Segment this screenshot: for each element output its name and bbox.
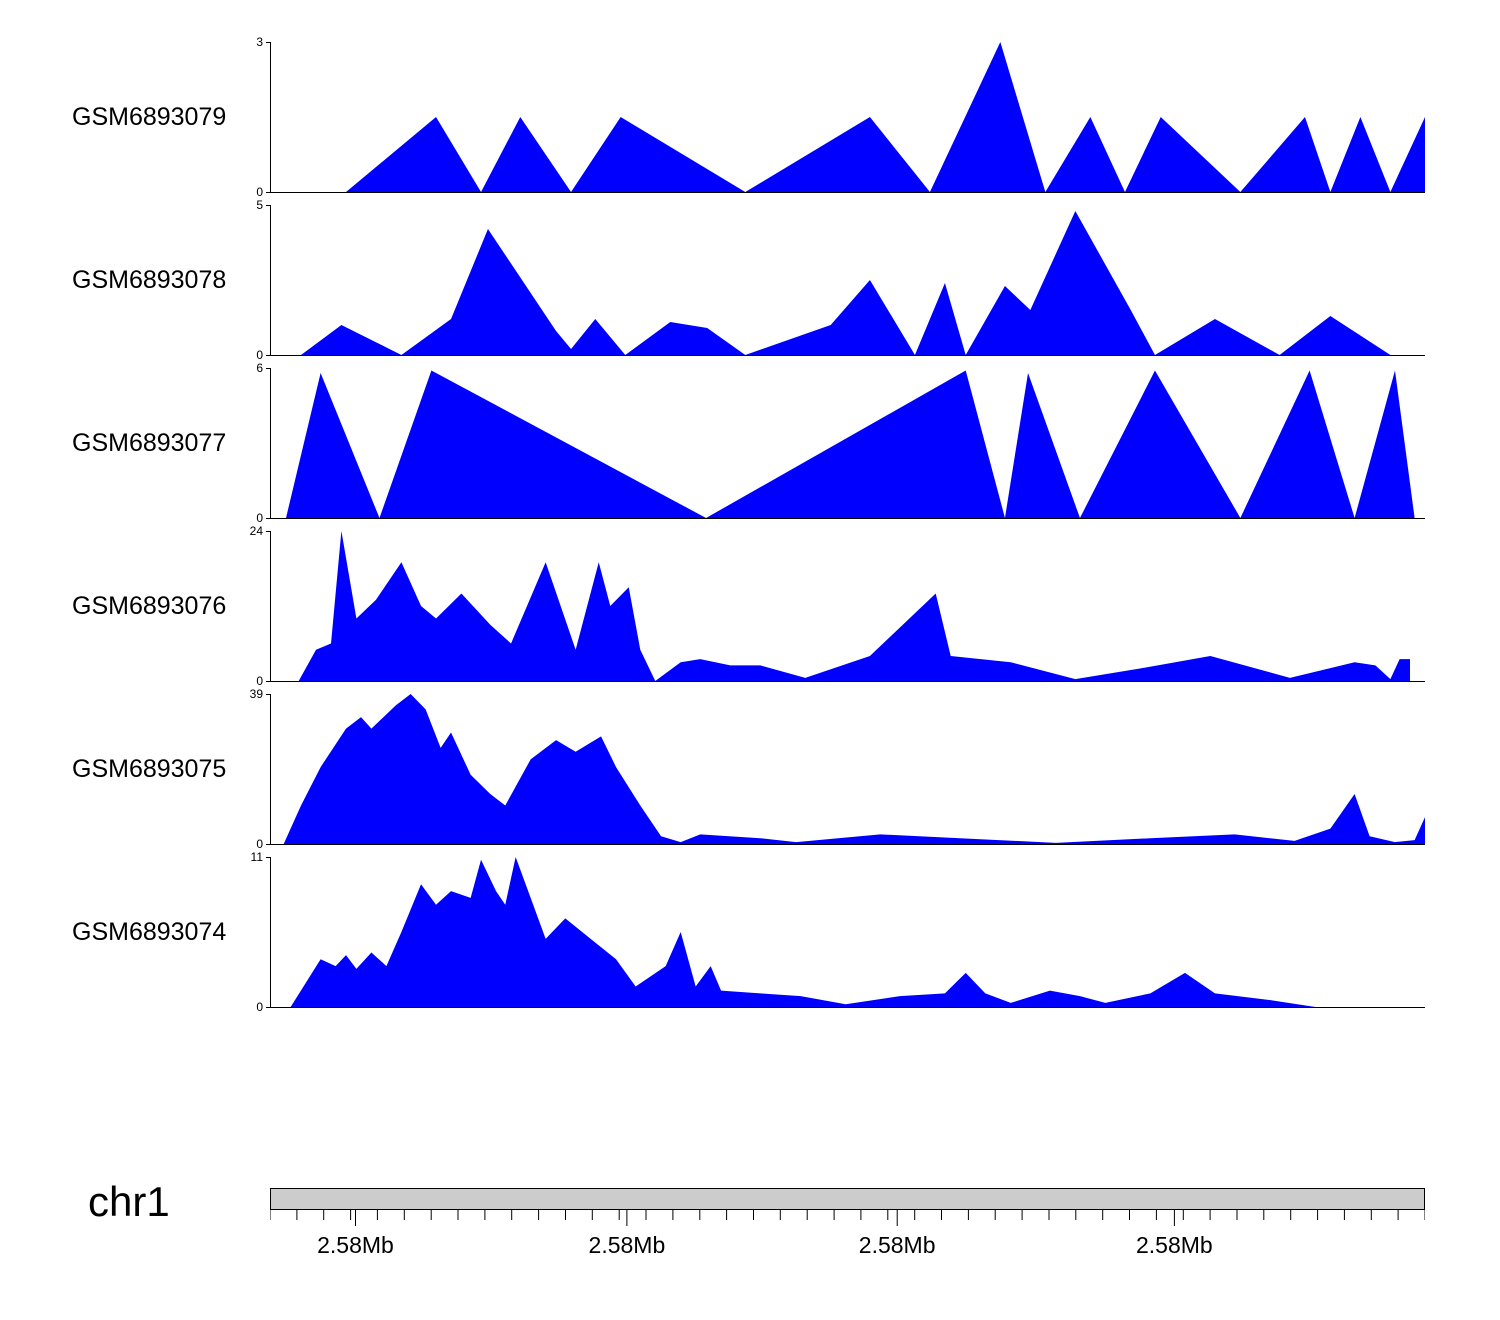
track-plot: 39 0 bbox=[250, 687, 1425, 851]
coverage-polygon bbox=[283, 694, 1425, 844]
coverage-polygon bbox=[271, 42, 1425, 192]
yaxis-max-label: 24 bbox=[250, 524, 271, 538]
track-label: GSM6893077 bbox=[72, 429, 227, 457]
coverage-polygon bbox=[298, 531, 1410, 681]
coverage-polygon bbox=[290, 857, 1316, 1007]
axis-tick-labels: 2.58Mb 2.58Mb 2.58Mb 2.58Mb bbox=[270, 1228, 1425, 1262]
track-plot: 24 0 bbox=[250, 524, 1425, 688]
axis-ticks bbox=[270, 1210, 1425, 1226]
yaxis-max-label: 39 bbox=[250, 687, 271, 701]
track-row: GSM6893075 39 0 bbox=[0, 687, 1500, 851]
coverage-polygon bbox=[301, 211, 1391, 355]
coverage-area bbox=[271, 42, 1425, 192]
track-row: GSM6893078 5 0 bbox=[0, 198, 1500, 362]
track-plot: 3 0 bbox=[256, 35, 1425, 199]
track-row: GSM6893077 6 0 bbox=[0, 361, 1500, 525]
track-plot: 5 0 bbox=[256, 198, 1425, 362]
coverage-polygon bbox=[286, 370, 1415, 518]
track-label: GSM6893076 bbox=[72, 592, 227, 620]
axis-tick-label: 2.58Mb bbox=[1136, 1232, 1213, 1258]
yaxis-zero-label: 0 bbox=[256, 185, 271, 199]
chromosome-ideogram bbox=[270, 1188, 1425, 1210]
coverage-area bbox=[286, 370, 1415, 518]
yaxis-zero-label: 0 bbox=[256, 348, 271, 362]
track-plot: 11 0 bbox=[251, 850, 1425, 1014]
yaxis-max-label: 6 bbox=[256, 361, 271, 375]
track-label: GSM6893078 bbox=[72, 266, 227, 294]
coverage-area bbox=[298, 531, 1410, 681]
coverage-area bbox=[290, 857, 1316, 1007]
yaxis-max-label: 3 bbox=[256, 35, 271, 49]
yaxis-zero-label: 0 bbox=[256, 1000, 271, 1014]
axis-tick-label: 2.58Mb bbox=[317, 1232, 394, 1258]
yaxis-zero-label: 0 bbox=[256, 511, 271, 525]
coverage-area bbox=[283, 694, 1425, 844]
axis-tick-label: 2.58Mb bbox=[588, 1232, 666, 1258]
track-label: GSM6893079 bbox=[72, 103, 227, 131]
yaxis-max-label: 11 bbox=[251, 850, 271, 864]
track-label: GSM6893074 bbox=[72, 918, 227, 946]
yaxis-zero-label: 0 bbox=[256, 674, 271, 688]
chromosome-axis: chr1 2.58Mb 2.58Mb 2.58Mb 2.58Mb bbox=[0, 1178, 1500, 1298]
axis-tick-label: 2.58Mb bbox=[858, 1232, 936, 1258]
track-row: GSM6893079 3 0 bbox=[0, 35, 1500, 199]
yaxis-max-label: 5 bbox=[256, 198, 271, 212]
chromosome-axis-area: 2.58Mb 2.58Mb 2.58Mb 2.58Mb bbox=[270, 1188, 1425, 1262]
yaxis-zero-label: 0 bbox=[256, 837, 271, 851]
track-plot: 6 0 bbox=[256, 361, 1425, 525]
tracks-container: GSM6893079 3 0 GSM6893078 5 0 GSM6893077… bbox=[0, 35, 1500, 1020]
track-label: GSM6893075 bbox=[72, 755, 227, 783]
coverage-area bbox=[301, 211, 1391, 355]
track-row: GSM6893076 24 0 bbox=[0, 524, 1500, 688]
track-row: GSM6893074 11 0 bbox=[0, 850, 1500, 1014]
chromosome-label: chr1 bbox=[88, 1178, 170, 1225]
